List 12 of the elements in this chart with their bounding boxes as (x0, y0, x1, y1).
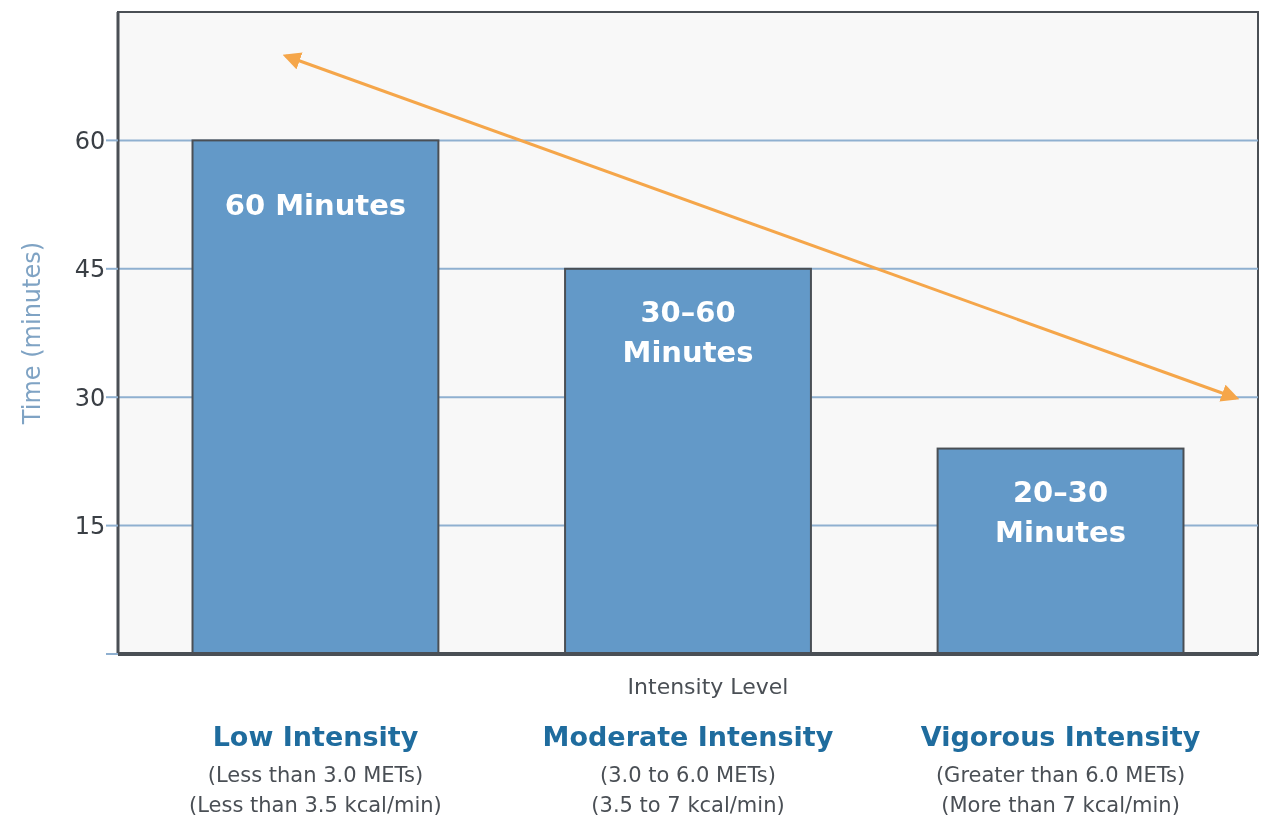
y-tick-label: 60 (74, 126, 106, 155)
y-tick-label: 45 (74, 255, 106, 284)
x-tick-label: Moderate Intensity (3.0 to 6.0 METs) (3.5 to 7 kcal/min) (542, 721, 834, 817)
y-tick-label: 30 (74, 383, 106, 412)
y-tick-label: 15 (74, 512, 106, 540)
data-label: 60 Minutes (224, 188, 407, 223)
data-label: 20–30 Minutes (995, 474, 1126, 549)
x-tick-label: Low Intensity (Less than 3.0 METs) (Less than 3.5 kcal/min) (189, 721, 442, 817)
x-tick-label: Vigorous Intensity (Greater than 6.0 METs) (More than 7 kcal/min) (920, 721, 1201, 817)
y-axis-title: Time (minutes) (18, 241, 46, 426)
data-label: 30–60 Minutes (622, 294, 754, 369)
x-axis-title: Intensity Level (627, 674, 789, 699)
